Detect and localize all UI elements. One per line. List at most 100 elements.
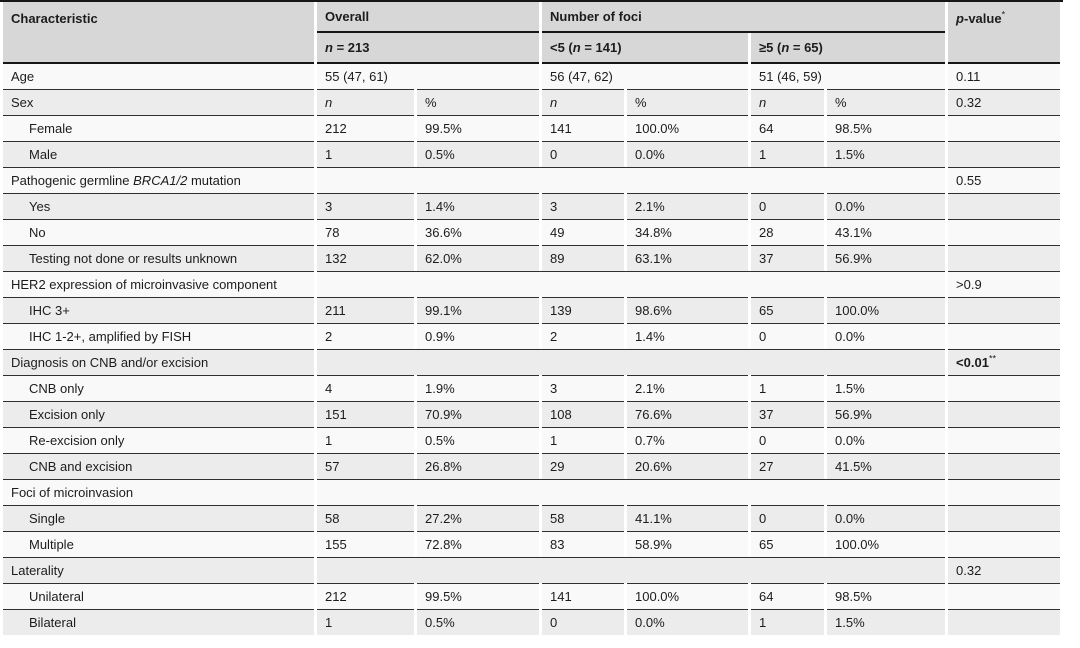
lt5-pct: 100.0% — [627, 115, 748, 141]
row-label: Yes — [3, 193, 314, 219]
p-value-cell: 0.55 — [948, 167, 1061, 193]
p-value-cell — [948, 427, 1061, 453]
table-row: IHC 1-2+, amplified by FISH 2 0.9% 2 1.4% 0 0.… — [3, 323, 1061, 349]
ge5-n: 0 — [751, 193, 824, 219]
ge5-value: 51 (46, 59) — [759, 69, 822, 84]
ge5-n: 37 — [751, 401, 824, 427]
table-row: Bilateral 1 0.5% 0 0.0% 1 1.5% — [3, 609, 1061, 635]
ge5-pct: 0.0% — [827, 323, 946, 349]
row-label: Pathogenic germline BRCA1/2 mutation — [3, 167, 314, 193]
col-header-number-of-foci: Number of foci — [542, 2, 946, 33]
table-row: CNB and excision 57 26.8% 29 20.6% 27 41.5% — [3, 453, 1061, 479]
lt5-pct: 98.6% — [627, 297, 748, 323]
ge5-pct: 1.5% — [827, 141, 946, 167]
col-header-characteristic: Characteristic — [3, 2, 314, 64]
table-row: Foci of microinvasion — [3, 479, 1061, 505]
p-value-cell — [948, 609, 1061, 635]
overall-n: 2 — [317, 323, 414, 349]
ge5-n: 1 — [751, 609, 824, 635]
foci-ge5-label: ≥5 (n = 65) — [759, 40, 823, 55]
table-row: HER2 expression of microinvasive compone… — [3, 271, 1061, 297]
col-header-overall-n: n = 213 — [317, 33, 539, 64]
p-value-cell — [948, 193, 1061, 219]
ge5-n: 64 — [751, 115, 824, 141]
p-value-cell — [948, 453, 1061, 479]
overall-n: 212 — [317, 583, 414, 609]
row-label: Excision only — [3, 401, 314, 427]
table-row: Unilateral 212 99.5% 141 100.0% 64 98.5% — [3, 583, 1061, 609]
table-header: Characteristic Overall Number of foci p-… — [3, 2, 1061, 64]
ge5-pct: 43.1% — [827, 219, 946, 245]
table-row: IHC 3+ 211 99.1% 139 98.6% 65 100.0% — [3, 297, 1061, 323]
empty-span-cell — [317, 349, 946, 375]
lt5-n: 1 — [542, 427, 624, 453]
empty-span-cell — [317, 167, 946, 193]
lt5-pct: 76.6% — [627, 401, 748, 427]
lt5-value: 56 (47, 62) — [550, 69, 613, 84]
empty-span-cell — [317, 479, 946, 505]
ge5-pct: 1.5% — [827, 375, 946, 401]
ge5-n: 1 — [751, 141, 824, 167]
table-body: Age 55 (47, 61) 56 (47, 62) 51 (46, 59) 0.11… — [3, 64, 1061, 635]
table-row: Diagnosis on CNB and/or excision <0.01** — [3, 349, 1061, 375]
lt5-n: 2 — [542, 323, 624, 349]
row-label: HER2 expression of microinvasive compone… — [3, 271, 314, 297]
overall-pct: 0.5% — [417, 141, 539, 167]
ge5-n: 1 — [751, 375, 824, 401]
p-value-cell — [948, 531, 1061, 557]
row-label: IHC 1-2+, amplified by FISH — [3, 323, 314, 349]
overall-n: 155 — [317, 531, 414, 557]
lt5-n: 83 — [542, 531, 624, 557]
ge5-pct: 98.5% — [827, 115, 946, 141]
overall-pct: 1.4% — [417, 193, 539, 219]
overall-pct: 26.8% — [417, 453, 539, 479]
col-header-foci-lt5: <5 (n = 141) — [542, 33, 748, 64]
lt5-n: 0 — [542, 609, 624, 635]
row-label: Female — [3, 115, 314, 141]
ge5-n: 0 — [751, 323, 824, 349]
lt5-pct: 63.1% — [627, 245, 748, 271]
ge5-pct: 56.9% — [827, 245, 946, 271]
ge5-n: 27 — [751, 453, 824, 479]
overall-pct: 62.0% — [417, 245, 539, 271]
table-row: Multiple 155 72.8% 83 58.9% 65 100.0% — [3, 531, 1061, 557]
p-value-cell: 0.32 — [948, 557, 1061, 583]
table-row: Re-excision only 1 0.5% 1 0.7% 0 0.0% — [3, 427, 1061, 453]
overall-pct: 0.5% — [417, 609, 539, 635]
overall-n: 132 — [317, 245, 414, 271]
lt5-pct: 100.0% — [627, 583, 748, 609]
p-value-cell — [948, 583, 1061, 609]
ge5-n: 0 — [751, 427, 824, 453]
p-value-label: p-value — [956, 11, 1002, 26]
row-label: Male — [3, 141, 314, 167]
p-value-cell — [948, 323, 1061, 349]
ge5-pct: 0.0% — [827, 193, 946, 219]
overall-pct: 99.1% — [417, 297, 539, 323]
pct-subheader: % — [827, 89, 946, 115]
lt5-pct: 1.4% — [627, 323, 748, 349]
ge5-pct: 0.0% — [827, 505, 946, 531]
lt5-pct: 2.1% — [627, 375, 748, 401]
p-value-cell — [948, 505, 1061, 531]
overall-n: 1 — [317, 427, 414, 453]
row-label: Laterality — [3, 557, 314, 583]
overall-n: 3 — [317, 193, 414, 219]
p-value-cell: 0.32 — [948, 89, 1061, 115]
ge5-pct: 1.5% — [827, 609, 946, 635]
overall-pct: 70.9% — [417, 401, 539, 427]
row-label: IHC 3+ — [3, 297, 314, 323]
lt5-n: 3 — [542, 193, 624, 219]
p-value-cell: <0.01** — [948, 349, 1061, 375]
foci-lt5-label: <5 (n = 141) — [550, 40, 622, 55]
lt5-pct: 0.0% — [627, 609, 748, 635]
overall-value: 55 (47, 61) — [325, 69, 388, 84]
ge5-pct: 100.0% — [827, 531, 946, 557]
table-row: No 78 36.6% 49 34.8% 28 43.1% — [3, 219, 1061, 245]
lt5-pct: 34.8% — [627, 219, 748, 245]
overall-n: 1 — [317, 609, 414, 635]
table-row: Single 58 27.2% 58 41.1% 0 0.0% — [3, 505, 1061, 531]
overall-n-label: n = 213 — [325, 40, 370, 55]
characteristics-table: Characteristic Overall Number of foci p-… — [0, 0, 1064, 635]
ge5-pct: 0.0% — [827, 427, 946, 453]
